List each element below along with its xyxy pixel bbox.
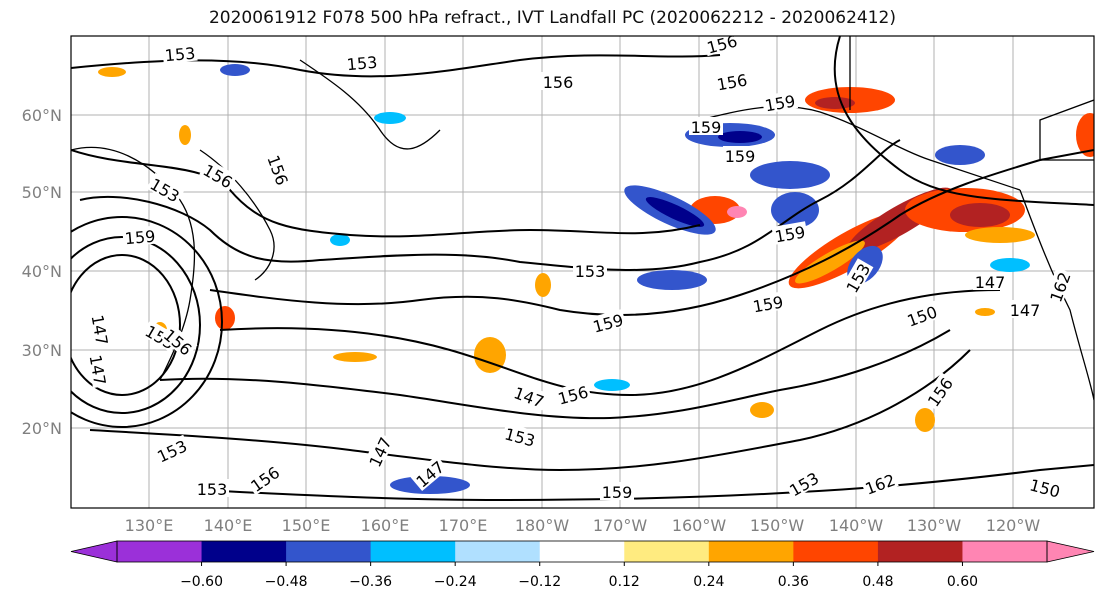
contour-label: 147	[1010, 301, 1041, 320]
contour-label: 162	[863, 470, 898, 498]
lon-label: 180°W	[515, 516, 570, 535]
colorbar-segment	[962, 541, 1048, 562]
colorbar-tick-label: −0.36	[349, 574, 392, 590]
colorbar-tick-label: 0.24	[693, 574, 724, 590]
lon-label: 120°W	[986, 516, 1041, 535]
contour-label: 150	[1028, 475, 1062, 501]
lon-label: 160°E	[361, 516, 410, 535]
contour-lines	[71, 36, 1094, 502]
lon-label: 150°E	[282, 516, 331, 535]
colorbar-segment	[624, 541, 710, 562]
colorbar-segment	[286, 541, 372, 562]
colorbar-segment	[370, 541, 456, 562]
colorbar: −0.60 −0.48 −0.36 −0.24 −0.12 0.12 0.24 0.36 0.4…	[70, 540, 1095, 590]
colorbar-tick-label: −0.24	[434, 574, 477, 590]
contour-label: 159	[602, 483, 633, 502]
lat-label: 40°N	[22, 262, 62, 281]
contour-label: 153	[575, 262, 606, 281]
contour-label: 159	[763, 91, 796, 115]
contour-label: 159	[691, 118, 722, 137]
contour-label: 159	[124, 227, 156, 249]
contour-label: 159	[725, 147, 756, 166]
contour-label: 153	[164, 44, 196, 66]
gridlines	[71, 36, 1094, 508]
map-frame	[70, 35, 1095, 509]
colorbar-tick-label: −0.48	[265, 574, 308, 590]
lat-label: 20°N	[22, 419, 62, 438]
contour-label: 147	[511, 383, 546, 411]
map-title: 2020061912 F078 500 hPa refract., IVT La…	[208, 8, 896, 28]
colorbar-segment	[539, 541, 625, 562]
lat-label: 50°N	[22, 183, 62, 202]
colorbar-tick-label: 0.48	[862, 574, 893, 590]
colorbar-extend-max	[1046, 540, 1095, 563]
lon-label: 130°W	[907, 516, 962, 535]
colorbar-segment	[877, 541, 963, 562]
contour-label: 156	[543, 73, 574, 92]
colorbar-segment	[793, 541, 879, 562]
lon-label: 170°W	[593, 516, 648, 535]
lon-label: 130°E	[125, 516, 174, 535]
colorbar-segment	[201, 541, 287, 562]
contour-label: 156	[705, 31, 739, 57]
contour-label: 159	[751, 292, 784, 316]
colorbar-segment	[455, 541, 541, 562]
contour-label: 153	[346, 53, 378, 75]
colorbar-tick-label: 0.60	[947, 574, 978, 590]
lat-label: 60°N	[22, 106, 62, 125]
contour-label: 156	[263, 153, 291, 188]
lon-label: 140°E	[204, 516, 253, 535]
colorbar-segment	[708, 541, 794, 562]
colorbar-segment	[117, 541, 203, 562]
longitude-labels: 130°E 140°E 150°E 160°E 170°E 180°W 170°W 160°W…	[125, 516, 1041, 535]
latitude-labels: 60°N 50°N 40°N 30°N 20°N	[22, 106, 62, 438]
lon-label: 170°E	[439, 516, 488, 535]
lat-label: 30°N	[22, 341, 62, 360]
lon-label: 140°W	[829, 516, 884, 535]
colorbar-tick-label: 0.36	[778, 574, 809, 590]
colorbar-tick-label: 0.12	[609, 574, 640, 590]
colorbar-tick-label: −0.12	[518, 574, 561, 590]
lon-label: 160°W	[672, 516, 727, 535]
contour-label: 162	[1046, 270, 1074, 305]
contour-label: 147	[87, 313, 111, 346]
colorbar-extend-min	[70, 540, 118, 563]
colorbar-tick-label: −0.60	[180, 574, 223, 590]
lon-label: 150°W	[750, 516, 805, 535]
contour-label: 156	[715, 70, 748, 94]
contour-label: 159	[773, 222, 806, 246]
contour-label: 147	[975, 273, 1006, 292]
contour-label: 153	[197, 480, 228, 499]
